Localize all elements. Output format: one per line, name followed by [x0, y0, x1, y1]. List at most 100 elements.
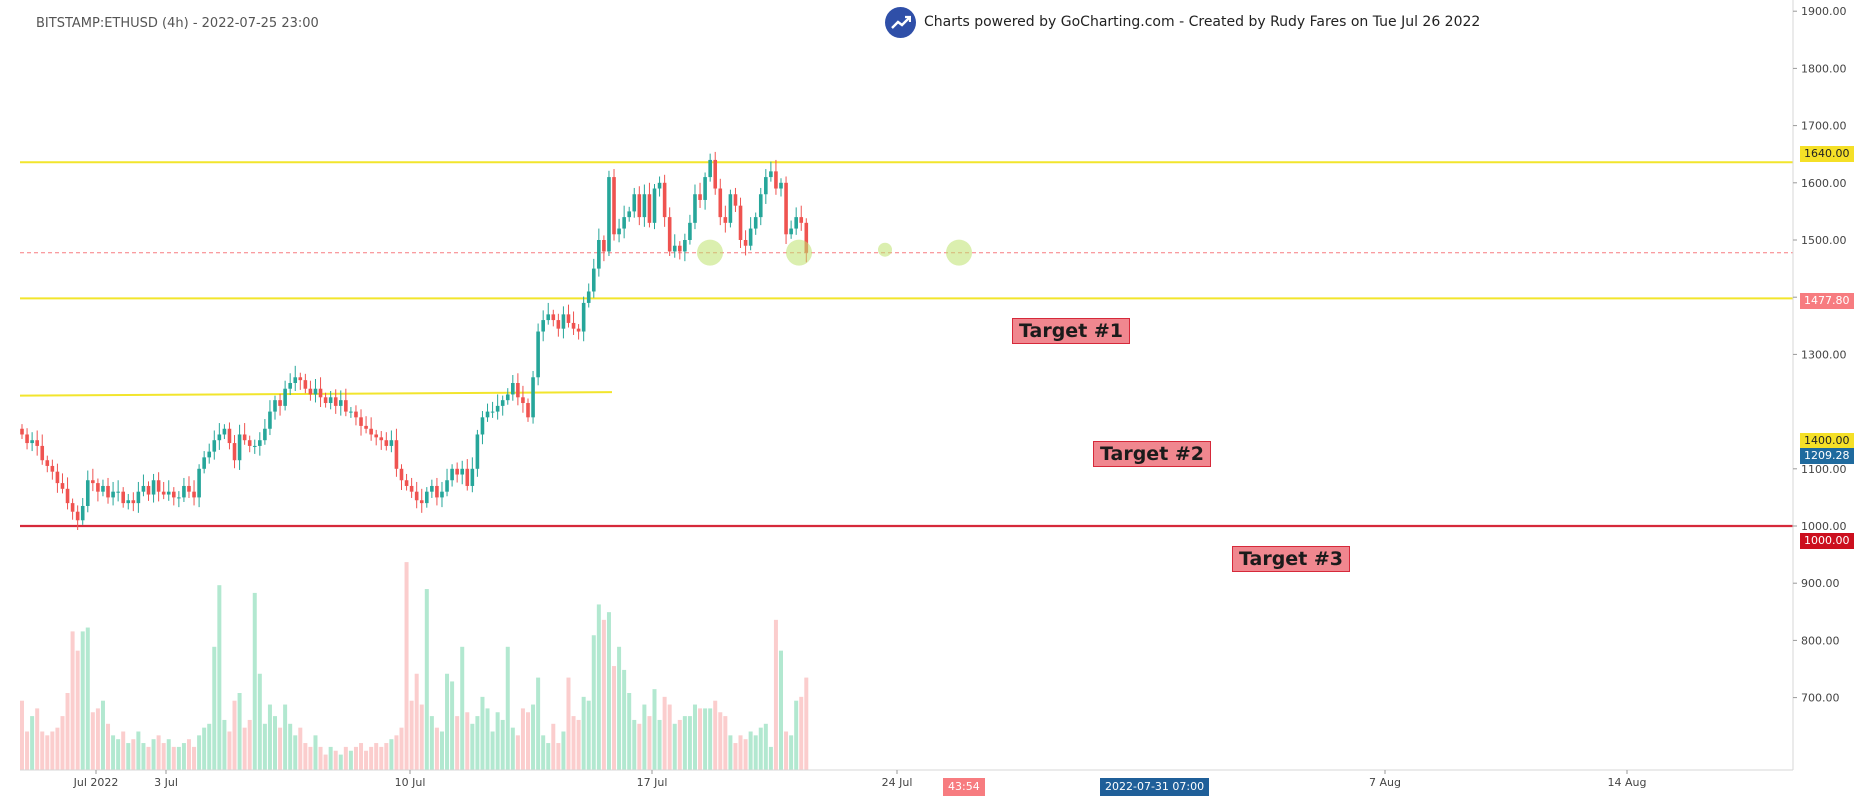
price-tick-label: 1300.00	[1801, 348, 1847, 361]
price-tick-label: 1800.00	[1801, 62, 1847, 75]
candle-body	[288, 383, 292, 389]
candle-body	[70, 503, 75, 512]
touch-highlight-circle	[697, 239, 723, 266]
volume-bar	[718, 712, 723, 770]
candle-body	[293, 377, 298, 383]
candle-body	[359, 417, 363, 426]
volume-bar	[328, 746, 333, 770]
candle-body	[591, 268, 596, 292]
powered-by-banner[interactable]: Charts powered by GoCharting.com - Creat…	[885, 6, 1480, 38]
target-3-label[interactable]: Target #3	[1232, 546, 1351, 572]
volume-bar	[682, 716, 687, 770]
candle-body	[430, 485, 434, 492]
candle-body	[268, 411, 272, 429]
price-tick-label: 700.00	[1801, 692, 1840, 705]
volume-bar	[146, 746, 151, 770]
volume-bar	[647, 716, 652, 770]
price-tick-label: 1900.00	[1801, 5, 1847, 18]
volume-bar	[212, 646, 217, 770]
volume-bar	[779, 650, 783, 770]
candle-body	[500, 400, 505, 406]
touch-highlight-circle	[946, 239, 972, 266]
volume-bar	[698, 708, 703, 770]
candle-body	[106, 485, 110, 498]
candle-body	[146, 485, 151, 495]
volume-bar	[748, 731, 753, 770]
candle-body	[440, 491, 444, 498]
volume-bar	[353, 746, 358, 770]
volume-bar	[273, 716, 277, 770]
volume-bar	[232, 700, 237, 770]
time-tick-label: 17 Jul	[637, 776, 668, 789]
candle-body	[404, 480, 409, 486]
volume-bar	[733, 743, 738, 770]
volume-bar	[288, 723, 293, 770]
volume-bar	[126, 743, 131, 770]
candle-body	[516, 383, 520, 398]
candle-body	[151, 480, 156, 495]
candle-body	[733, 194, 738, 206]
volume-bar	[60, 716, 65, 770]
candle-body	[698, 194, 702, 200]
candle-body	[217, 434, 222, 441]
symbol-title: BITSTAMP:ETHUSD (4h) - 2022-07-25 23:00	[36, 16, 319, 31]
candle-body	[551, 314, 556, 321]
candle-body	[65, 488, 70, 504]
candle-body	[556, 320, 561, 329]
volume-bar	[116, 739, 121, 770]
volume-bar	[677, 719, 682, 770]
volume-bar	[359, 743, 364, 770]
candle-body	[369, 428, 373, 435]
candle-body	[769, 171, 773, 178]
volume-bar	[389, 739, 394, 770]
time-tick-label: 7 Aug	[1369, 776, 1401, 789]
volume-bar	[657, 719, 662, 770]
candle-body	[258, 440, 262, 446]
volume-bar	[283, 704, 288, 770]
candle-body	[338, 400, 343, 406]
candle-body	[283, 388, 287, 406]
candle-body	[607, 177, 611, 252]
volume-bar	[374, 743, 379, 770]
volume-bar	[75, 650, 80, 770]
target-1-label[interactable]: Target #1	[1012, 318, 1131, 344]
candle-body	[166, 491, 171, 495]
volume-bar	[333, 750, 338, 770]
candle-body	[480, 417, 485, 435]
candle-body	[141, 485, 146, 492]
candle-body	[566, 314, 571, 323]
volume-bar	[55, 727, 60, 770]
candle-body	[247, 440, 252, 446]
volume-bar	[409, 700, 414, 770]
volume-bar	[455, 716, 460, 770]
candle-body	[384, 440, 389, 446]
price-tag-current: 1477.80	[1800, 293, 1854, 309]
candle-body	[131, 500, 136, 504]
time-tick-label: 14 Aug	[1608, 776, 1647, 789]
candle-body	[116, 491, 120, 493]
volume-bar	[45, 735, 50, 770]
volume-bar	[576, 719, 581, 770]
candle-body	[708, 159, 712, 178]
candle-body	[723, 217, 728, 223]
powered-by-text: Charts powered by GoCharting.com - Creat…	[924, 14, 1481, 30]
volume-bar	[586, 700, 591, 770]
time-tick-label: 24 Jul	[882, 776, 913, 789]
volume-bar	[267, 704, 272, 770]
candle-body	[409, 485, 414, 492]
candle-body	[136, 491, 141, 504]
volume-bar	[186, 739, 191, 770]
volume-bar	[652, 689, 657, 770]
volume-bar	[90, 712, 95, 770]
candle-body	[602, 240, 606, 252]
target-2-label[interactable]: Target #2	[1093, 441, 1212, 467]
candle-body	[794, 217, 798, 229]
volume-bar	[399, 727, 404, 770]
candle-body	[647, 194, 652, 223]
volume-bar	[622, 669, 627, 770]
volume-bar	[257, 673, 262, 770]
volume-bar	[495, 712, 500, 770]
candle-body	[764, 177, 768, 195]
candle-body	[111, 491, 115, 498]
